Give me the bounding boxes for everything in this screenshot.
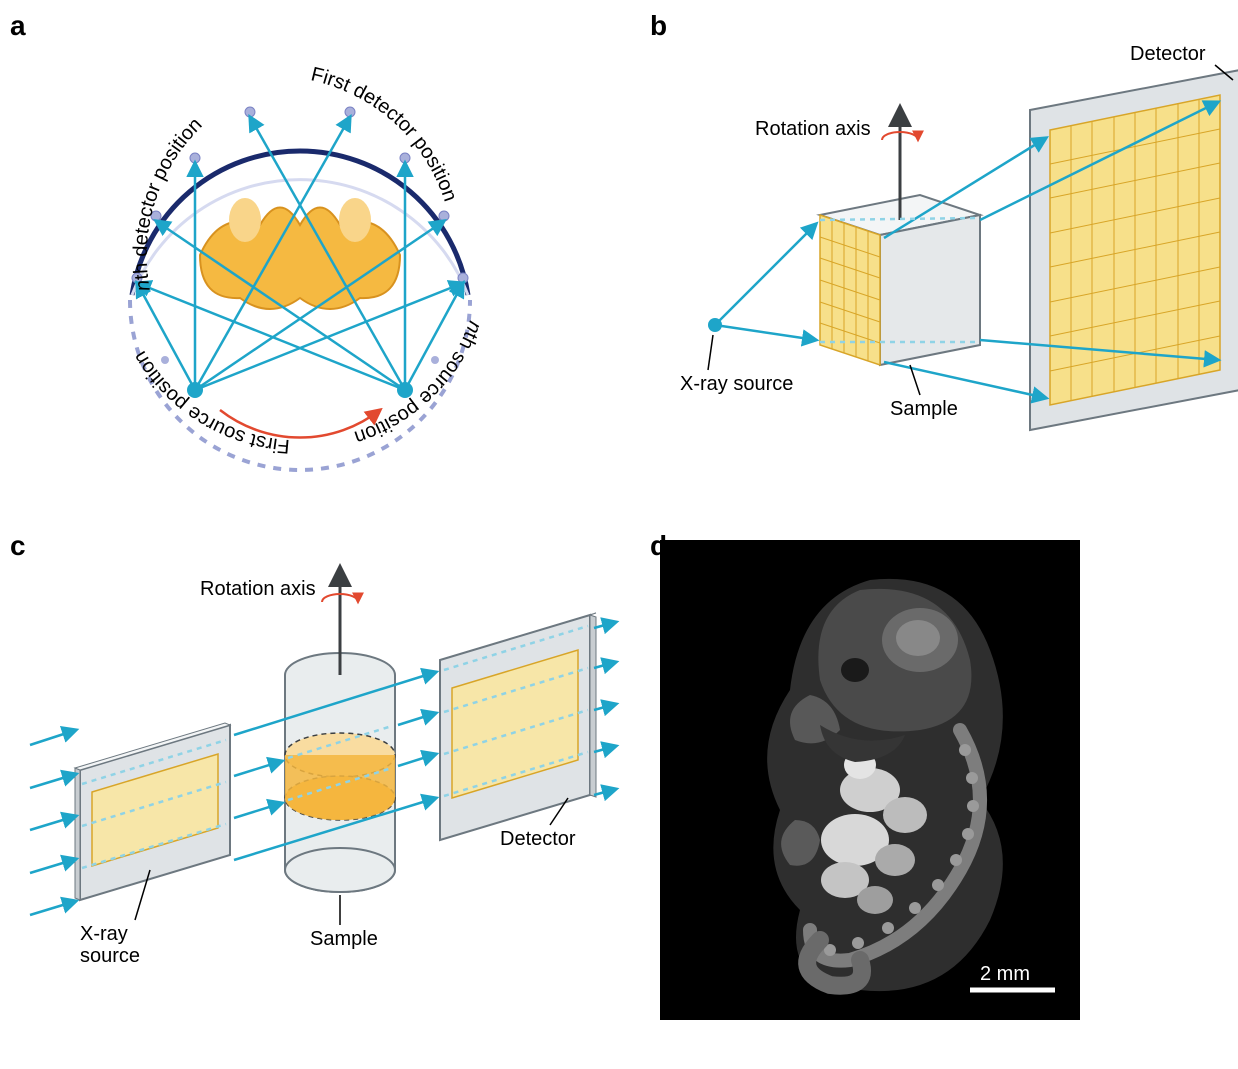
xray-source-label-c: X-ray source [80,923,140,967]
detector-plate [1030,70,1238,430]
panel-c-label: c [10,530,26,562]
first-source-dot [187,382,203,398]
scale-bar-label: 2 mm [980,963,1030,985]
embryo-outline [767,579,1003,991]
panel-b-label: b [650,10,667,42]
xray-source-label: X-ray source [680,373,793,395]
detector-label: Detector [1130,43,1206,65]
panel-b: b [660,20,1238,480]
panel-a: a [20,20,620,480]
nth-source-dot [397,382,413,398]
panel-b-svg: Detector [660,20,1238,480]
nth-source-label: nth source position [352,318,486,448]
figure-grid: a [20,20,1218,1020]
detector-label-c: Detector [500,828,576,850]
panel-a-label: a [10,10,26,42]
sample-label: Sample [890,398,958,420]
xray-source-dot [708,318,722,332]
panel-d: d [660,540,1238,1020]
detector-panel [440,613,596,840]
patient-shape [200,198,400,309]
panel-c-svg: Rotation axis [20,540,620,980]
rotation-axis-label: Rotation axis [755,118,871,140]
source-arc [130,300,470,470]
panel-d-label: d [650,530,667,562]
source-panel [75,723,230,900]
panel-c: c [20,540,620,1020]
rotation-axis-label-c: Rotation axis [200,578,316,600]
panel-a-svg: nth detector position First detector pos… [20,20,580,480]
panel-d-svg: 2 mm [660,540,1080,1020]
sample-label-c: Sample [310,928,378,950]
